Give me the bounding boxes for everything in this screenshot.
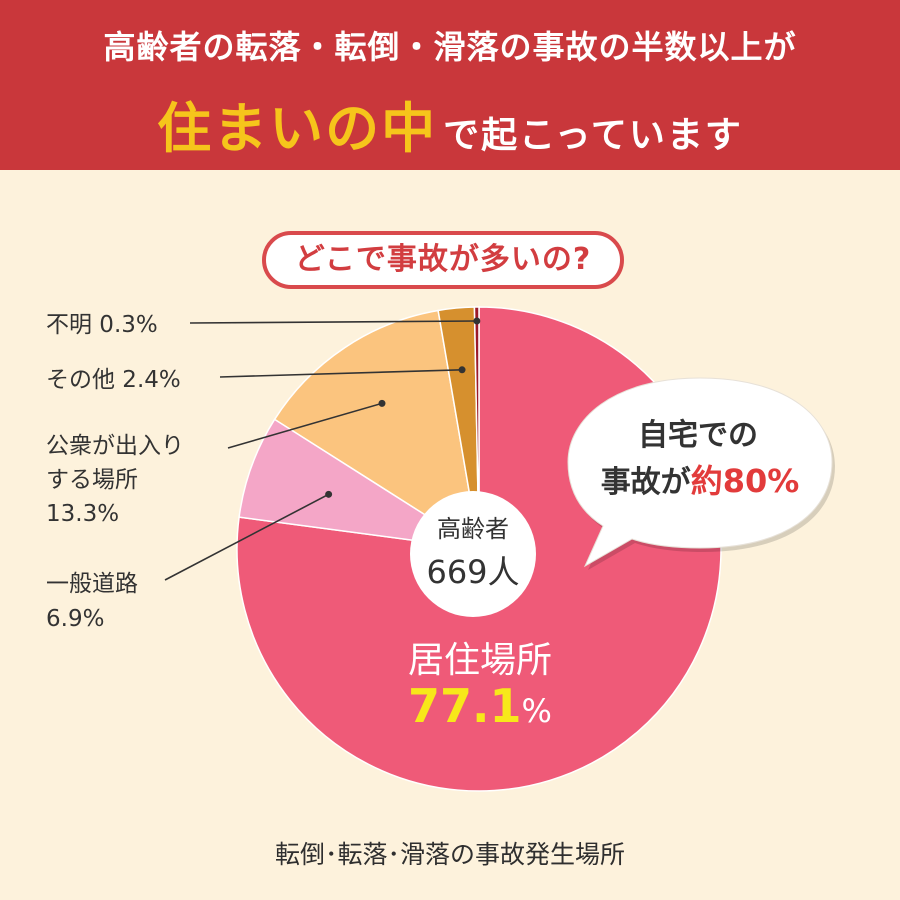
label-public-line2: する場所: [46, 467, 138, 493]
value-road: 6.9%: [46, 606, 104, 632]
headline-rest: で起こっています: [443, 115, 743, 156]
value-residence: 77.1%: [408, 679, 552, 733]
speech-bubble: [567, 377, 833, 568]
leader-dot: [378, 399, 386, 407]
label-public-line1: 公衆が出入り: [46, 433, 184, 459]
bubble-line1: 自宅での: [638, 418, 758, 453]
label-road: 一般道路: [46, 571, 138, 597]
question-pill: どこで事故が多いの?: [262, 231, 624, 289]
headline-line1: 高齢者の転落・転倒・滑落の事故の半数以上が: [103, 28, 797, 66]
label-unknown: 不明 0.3%: [46, 312, 158, 338]
slice-road: [238, 418, 480, 550]
center-label: 高齢者: [437, 515, 509, 543]
label-other: その他 2.4%: [46, 367, 181, 393]
leader-dot: [325, 490, 333, 498]
leader-line: [164, 493, 330, 581]
label-residence: 居住場所: [408, 640, 552, 681]
header-banner: [0, 0, 900, 170]
headline-emphasis: 住まいの中: [157, 97, 438, 160]
leader-dot: [473, 317, 481, 325]
value-public: 13.3%: [46, 501, 119, 527]
center-count: 669人: [426, 553, 519, 591]
slice-unknown: [473, 306, 480, 550]
chart-caption: 転倒･転落･滑落の事故発生場所: [274, 840, 625, 869]
leader-line: [219, 368, 463, 378]
leader-dot: [458, 366, 466, 374]
bubble-line2: 事故が約80%: [601, 462, 800, 500]
leader-line: [227, 402, 383, 449]
center-circle: [410, 491, 536, 617]
leader-line: [189, 320, 477, 324]
headline-line2: 住まいの中 で起こっています: [0, 84, 900, 163]
